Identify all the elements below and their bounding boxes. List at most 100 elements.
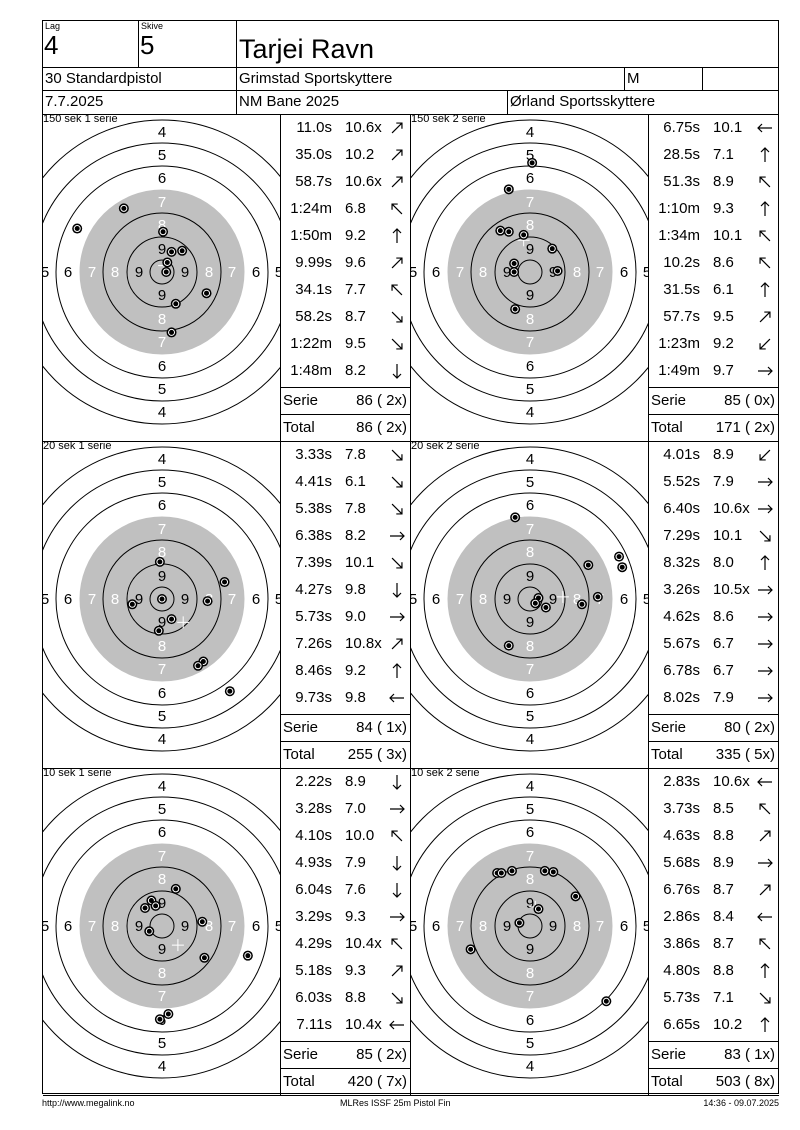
direction-arrow-icon — [391, 122, 403, 134]
shot-row: 9.73s 9.8 — [281, 685, 411, 712]
ring-number-9: 9 — [503, 918, 511, 935]
shot-row: 9.99s 9.6 — [281, 250, 411, 277]
shot-hit — [518, 229, 529, 240]
shot-row: 5.68s 8.9 — [649, 850, 779, 877]
ring-number-8: 8 — [158, 311, 166, 328]
ring-number-5: 5 — [43, 591, 49, 608]
ring-number-9: 9 — [135, 591, 143, 608]
shot-row: 4.27s 9.8 — [281, 577, 411, 604]
shot-time: 2.22s — [295, 773, 332, 790]
ring-number-8: 8 — [111, 918, 119, 935]
total-label: Total — [651, 746, 683, 763]
ring-number-7: 7 — [596, 918, 604, 935]
ring-number-7: 7 — [526, 334, 534, 351]
direction-arrow-icon — [391, 830, 403, 842]
ring-number-6: 6 — [432, 591, 440, 608]
shot-time: 8.46s — [295, 662, 332, 679]
ring-number-6: 6 — [526, 685, 534, 702]
footer-url: http://www.megalink.no — [42, 1098, 135, 1108]
shot-row: 58.7s 10.6x — [281, 169, 411, 196]
shot-row: 4.93s 7.9 — [281, 850, 411, 877]
serie-label: Serie — [651, 719, 687, 736]
shot-time: 34.1s — [295, 281, 332, 298]
ring-number-8: 8 — [158, 638, 166, 655]
ring-number-5: 5 — [411, 918, 417, 935]
shot-hit — [72, 223, 83, 234]
shot-row: 4.41s 6.1 — [281, 469, 411, 496]
shot-row: 2.22s 8.9 — [281, 769, 411, 796]
shot-time: 7.39s — [295, 554, 332, 571]
shot-hit — [166, 246, 177, 257]
serie-sum-row: Serie 80 ( 2x) — [649, 714, 779, 741]
direction-arrow-icon — [390, 912, 405, 922]
ring-5 — [43, 469, 280, 729]
ring-number-8: 8 — [526, 871, 534, 888]
shot-time: 35.0s — [295, 146, 332, 163]
direction-arrow-icon — [759, 938, 771, 950]
shot-row: 31.5s 6.1 — [649, 277, 779, 304]
shot-row: 1:48m 8.2 — [281, 358, 411, 385]
total-sum-row: Total 335 ( 5x) — [649, 741, 779, 768]
direction-arrow-icon — [759, 803, 771, 815]
ring-number-6: 6 — [526, 170, 534, 187]
shot-row: 3.29s 9.3 — [281, 904, 411, 931]
ring-number-7: 7 — [526, 661, 534, 678]
shot-row: 6.78s 6.7 — [649, 658, 779, 685]
ring-number-6: 6 — [252, 918, 260, 935]
total-label: Total — [283, 419, 315, 436]
direction-arrow-icon — [392, 583, 402, 598]
ring-number-9: 9 — [181, 918, 189, 935]
direction-arrow-icon — [391, 938, 403, 950]
ring-number-6: 6 — [64, 591, 72, 608]
direction-arrow-icon — [759, 884, 771, 896]
shot-hit — [592, 591, 603, 602]
header-row-2: 30 Standardpistol Grimstad Sportskyttere… — [43, 68, 778, 91]
shot-score: 7.1 — [713, 989, 734, 1006]
series-title: 20 sek 2 serie — [411, 442, 480, 452]
total-label: Total — [283, 1073, 315, 1090]
shot-time: 3.26s — [663, 581, 700, 598]
shot-row: 8.02s 7.9 — [649, 685, 779, 712]
series-title: 20 sek 1 serie — [43, 442, 112, 452]
ring-10 — [149, 259, 175, 285]
organizer-cell: Ørland Sportsskyttere — [508, 91, 778, 114]
ring-8 — [102, 539, 222, 659]
direction-arrow-icon — [760, 201, 770, 216]
series-title: 10 sek 2 serie — [411, 769, 480, 779]
shot-time: 8.02s — [663, 689, 700, 706]
shot-hit — [197, 916, 208, 927]
shot-hit — [158, 226, 169, 237]
shot-hit — [614, 551, 625, 562]
ring-number-4: 4 — [526, 778, 534, 795]
ring-number-8: 8 — [479, 591, 487, 608]
shot-score: 8.5 — [713, 800, 734, 817]
ring-number-8: 8 — [205, 918, 213, 935]
shot-row: 6.03s 8.8 — [281, 985, 411, 1012]
direction-arrow-icon — [758, 639, 773, 649]
series-panel: 444455556666777788889999150 sek 2 serie6… — [411, 115, 779, 442]
shot-hit — [201, 288, 212, 299]
ring-7 — [79, 843, 245, 1009]
ring-number-5: 5 — [158, 708, 166, 725]
ring-number-8: 8 — [479, 918, 487, 935]
ring-number-5: 5 — [526, 1035, 534, 1052]
shot-score: 10.6x — [713, 773, 750, 790]
total-value: 171 ( 2x) — [715, 419, 775, 436]
ring-number-9: 9 — [158, 568, 166, 585]
shot-time: 7.29s — [663, 527, 700, 544]
ring-number-5: 5 — [158, 801, 166, 818]
total-sum-row: Total 420 ( 7x) — [281, 1068, 411, 1095]
shot-hit — [193, 660, 204, 671]
total-sum-row: Total 503 ( 8x) — [649, 1068, 779, 1095]
ring-number-5: 5 — [526, 381, 534, 398]
shot-time: 5.73s — [295, 608, 332, 625]
shot-hit — [465, 944, 476, 955]
shot-hit — [140, 902, 151, 913]
shot-score: 10.2 — [345, 146, 375, 163]
serie-value: 85 ( 0x) — [724, 392, 775, 409]
ring-number-7: 7 — [456, 591, 464, 608]
ring-4 — [411, 119, 648, 425]
shot-time: 5.38s — [295, 500, 332, 517]
shot-row: 3.28s 7.0 — [281, 796, 411, 823]
shot-row: 4.63s 8.8 — [649, 823, 779, 850]
